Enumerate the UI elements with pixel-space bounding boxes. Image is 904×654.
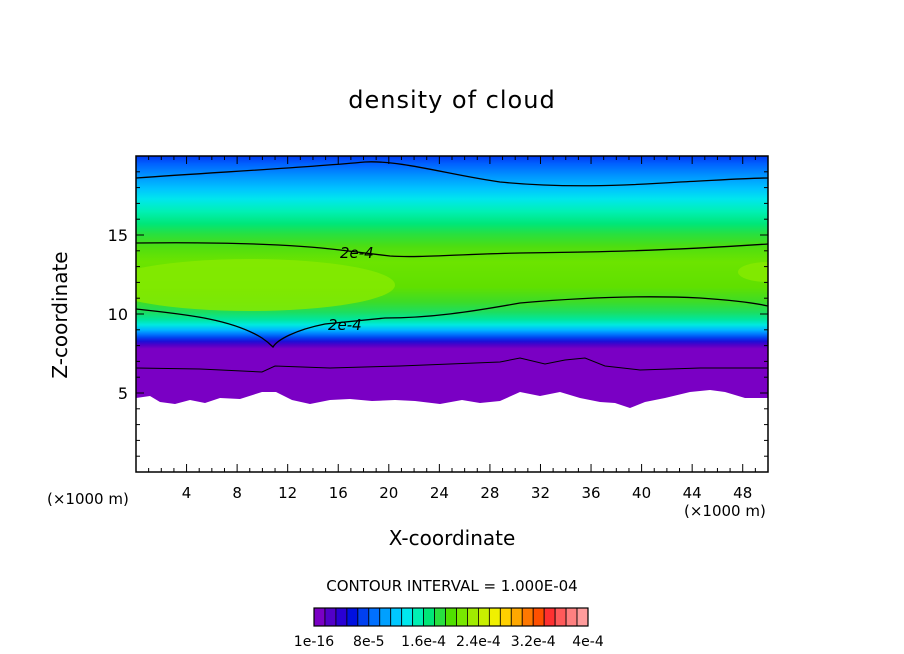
x-tick-label: 44 [683,484,702,502]
contour-line-top [136,161,768,187]
colorbar-swatch [368,607,381,627]
plot-area [136,156,768,472]
y-axis: 5 10 15 [108,155,768,473]
colorbar-swatch [532,607,545,627]
x-tick-label: 8 [232,484,242,502]
y-tick-label: 5 [118,384,128,403]
colorbar-swatch [313,607,326,627]
x-axis-label: X-coordinate [388,526,516,550]
colorbar-swatch [477,607,490,627]
contour-line-2e-4-upper [136,242,768,258]
colorbar-label: 8e-5 [353,634,384,650]
contour-line-base [136,357,768,373]
colorbar-swatch [324,607,337,627]
x-tick-label: 12 [278,484,297,502]
contour-labels: 2e-4 2e-4 [328,244,374,334]
x-tick-label: 48 [733,484,752,502]
chart-title: density of cloud [348,86,556,114]
x-tick-label: 24 [430,484,449,502]
colorbar-swatch [565,607,578,627]
y-axis-label: Z-coordinate [48,251,72,379]
colorbar-swatch [335,607,348,627]
x-tick-label: 40 [632,484,651,502]
colorbar-swatch [412,607,425,627]
colorbar-swatch [576,607,589,627]
x-tick-label: 4 [182,484,192,502]
cloud-base-edge [136,390,768,472]
colorbar-swatch [554,607,567,627]
x-tick-label: 32 [531,484,550,502]
contour-line-2e-4-lower [136,296,768,349]
x-tick-label: 20 [379,484,398,502]
colorbar-swatch [423,607,435,627]
x-unit-label-right: (×1000 m) [684,502,766,520]
colorbar-label: 1e-16 [294,634,334,650]
colorbar-swatch [510,607,523,627]
colorbar-swatch [456,607,468,627]
x-tick-label: 16 [329,484,348,502]
colorbar-swatch [434,607,446,627]
contour-label-upper: 2e-4 [340,244,374,262]
colorbar-swatch [445,607,457,627]
colorbar-label: 4e-4 [572,634,604,650]
contour-lines [136,161,768,373]
contour-label-lower: 2e-4 [328,316,362,334]
colorbar-swatch [543,607,556,627]
colorbar-swatch [390,607,403,627]
colorbar-label: 2.4e-4 [456,634,501,650]
colorbar-swatch [346,607,359,627]
colorbar-swatch [488,607,501,627]
colorbar-label: 1.6e-4 [401,634,446,650]
cloud-core-right [738,262,768,282]
x-axis: 4 8 12 16 20 24 28 32 36 40 44 48 [135,156,769,502]
colorbar-swatch [357,607,370,627]
colorbar-swatch [467,607,479,627]
x-tick-label: 28 [480,484,499,502]
colorbar-label: 3.2e-4 [511,634,556,650]
y-tick-label: 10 [108,305,128,324]
x-tick-label: 36 [581,484,600,502]
colorbar-swatch [379,607,392,627]
x-unit-label-left: (×1000 m) [47,490,129,508]
colorbar-swatch [401,607,414,627]
cloud-core-left [136,259,395,311]
y-tick-label: 15 [108,226,128,245]
colorbar-swatch [499,607,512,627]
colorbar-frame [313,607,589,627]
colorbar: 1e-16 8e-5 1.6e-4 2.4e-4 3.2e-4 4e-4 [294,607,604,650]
contour-interval-label: CONTOUR INTERVAL = 1.000E-04 [326,577,578,595]
colorbar-swatch [521,607,534,627]
